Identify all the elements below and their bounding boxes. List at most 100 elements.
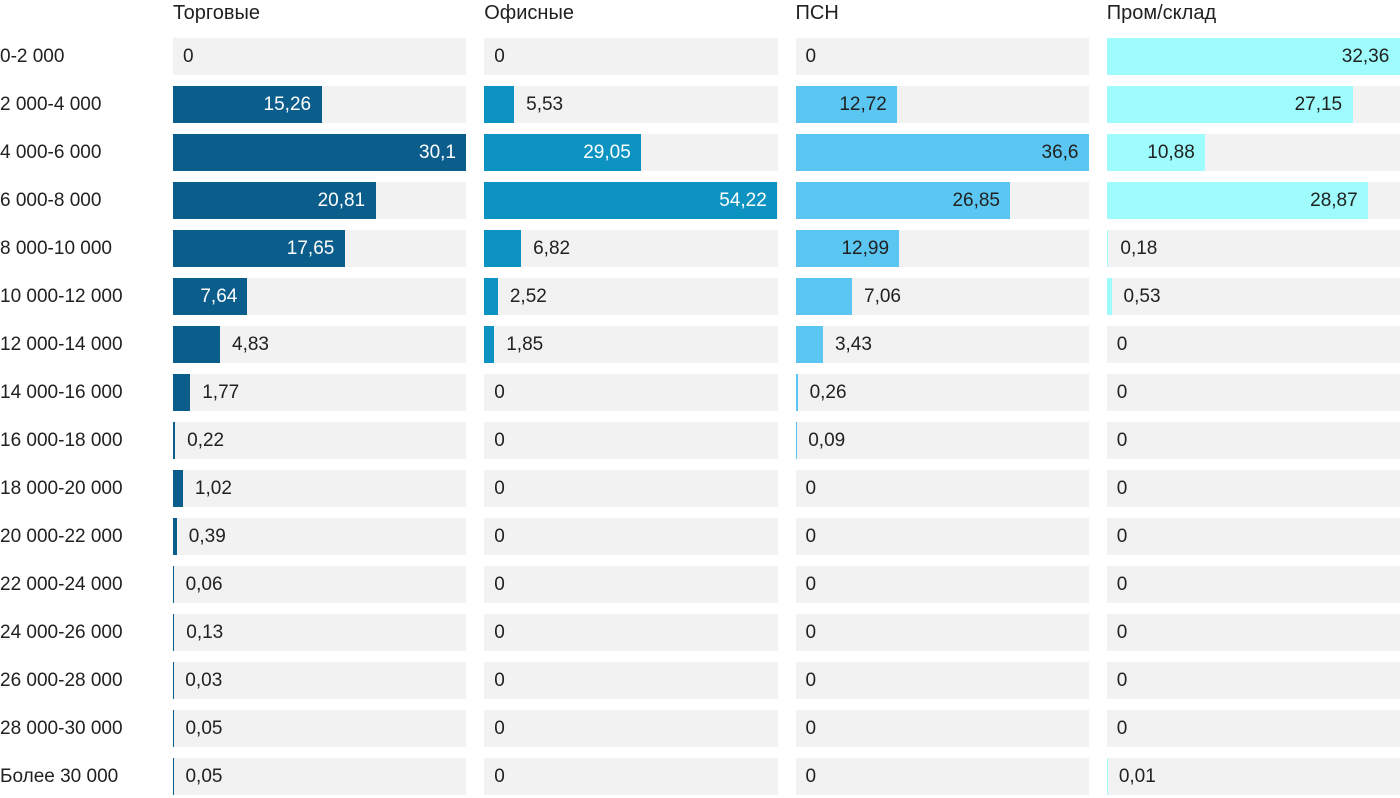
bar-track: 0 bbox=[1106, 710, 1400, 747]
bar-track: 0 bbox=[795, 710, 1089, 747]
bar-track: 0,53 bbox=[1106, 278, 1400, 315]
row-label: 0-2 000 bbox=[0, 45, 65, 67]
bar-track: 0 bbox=[484, 662, 778, 699]
bar bbox=[173, 278, 248, 315]
bar-track: 0 bbox=[484, 758, 778, 795]
bar-track: 0,05 bbox=[173, 758, 467, 795]
row-label: 26 000-28 000 bbox=[0, 669, 123, 691]
bar bbox=[173, 518, 177, 555]
bar bbox=[1106, 278, 1112, 315]
bar bbox=[484, 86, 515, 123]
bar-track: 0 bbox=[795, 38, 1089, 75]
bar-value-label: 0 bbox=[1116, 334, 1128, 355]
bar-track: 15,26 bbox=[173, 86, 467, 123]
bar-track: 36,6 bbox=[795, 134, 1089, 171]
bar bbox=[1106, 134, 1206, 171]
bar bbox=[484, 134, 642, 171]
bar-value-label: 0 bbox=[494, 478, 505, 499]
bar bbox=[795, 422, 797, 459]
row-label-column-header bbox=[0, 0, 155, 38]
bar-track: 0 bbox=[1106, 422, 1400, 459]
bar-value-label: 0 bbox=[1116, 574, 1128, 595]
bar-track: 0 bbox=[1106, 374, 1400, 411]
bar-track: 0 bbox=[795, 566, 1089, 603]
bar bbox=[173, 470, 183, 507]
bar-track: 0 bbox=[1106, 566, 1400, 603]
row-label: 18 000-20 000 bbox=[0, 477, 123, 499]
bar-value-label: 1,85 bbox=[506, 334, 544, 355]
bar-value-label: 1,77 bbox=[202, 382, 240, 403]
bar-value-label: 6,82 bbox=[533, 238, 571, 259]
bar-value-label: 0 bbox=[805, 574, 817, 595]
column-header-ofisnye: Офисные bbox=[484, 2, 574, 24]
row-label: 6 000-8 000 bbox=[0, 189, 102, 211]
bar-track: 0 bbox=[484, 614, 778, 651]
bar-value-label: 0 bbox=[494, 526, 505, 547]
bar-track: 12,72 bbox=[795, 86, 1089, 123]
bar-track: 0 bbox=[1106, 518, 1400, 555]
bar bbox=[484, 278, 498, 315]
row-label: 4 000-6 000 bbox=[0, 141, 102, 163]
bar-value-label: 0 bbox=[805, 670, 817, 691]
bar-value-label: 0 bbox=[494, 46, 505, 67]
bar-value-label: 0 bbox=[183, 46, 194, 67]
bar-value-label: 0,06 bbox=[185, 574, 223, 595]
bar-value-label: 3,43 bbox=[834, 334, 872, 355]
bar bbox=[795, 230, 900, 267]
bar-track: 1,02 bbox=[173, 470, 467, 507]
bar-value-label: 32,36 bbox=[1341, 46, 1390, 67]
bar-track: 0,26 bbox=[795, 374, 1089, 411]
bar-track: 1,85 bbox=[484, 326, 778, 363]
bar-track: 0 bbox=[795, 662, 1089, 699]
bar-track: 0 bbox=[795, 614, 1089, 651]
bar-value-label: 54,22 bbox=[719, 190, 767, 211]
bar-track: 0,09 bbox=[795, 422, 1089, 459]
bar-track: 0 bbox=[1106, 662, 1400, 699]
bar-value-label: 0 bbox=[1116, 670, 1128, 691]
bar-value-label: 0 bbox=[805, 526, 817, 547]
row-label: 24 000-26 000 bbox=[0, 621, 123, 643]
bar-track: 0 bbox=[173, 38, 467, 75]
bar-value-label: 0 bbox=[1116, 526, 1128, 547]
bar-track: 30,1 bbox=[173, 134, 467, 171]
bar-track: 0,22 bbox=[173, 422, 467, 459]
bar-track: 0,01 bbox=[1106, 758, 1400, 795]
bar-value-label: 0 bbox=[805, 718, 817, 739]
bar-track: 27,15 bbox=[1106, 86, 1400, 123]
bar-value-label: 0 bbox=[494, 622, 505, 643]
bar-track: 0,39 bbox=[173, 518, 467, 555]
bar-track: 17,65 bbox=[173, 230, 467, 267]
bar-track: 28,87 bbox=[1106, 182, 1400, 219]
row-label: 28 000-30 000 bbox=[0, 717, 123, 739]
bar bbox=[173, 230, 345, 267]
row-label: 10 000-12 000 bbox=[0, 285, 123, 307]
bar-value-label: 0,18 bbox=[1120, 238, 1158, 259]
column-header-torgovye: Торговые bbox=[173, 2, 261, 24]
bar-value-label: 0 bbox=[1116, 478, 1128, 499]
bar-track: 0 bbox=[484, 470, 778, 507]
bar-track: 0 bbox=[484, 422, 778, 459]
bar bbox=[173, 566, 174, 603]
bar-value-label: 0,09 bbox=[808, 430, 846, 451]
bar-value-label: 15,26 bbox=[263, 94, 312, 115]
bar-value-label: 30,1 bbox=[419, 142, 456, 163]
bar-track: 4,83 bbox=[173, 326, 467, 363]
bar-value-label: 0 bbox=[1116, 430, 1128, 451]
bar-value-label: 7,64 bbox=[200, 286, 238, 307]
bar-value-label: 0,03 bbox=[185, 670, 223, 691]
row-label: 8 000-10 000 bbox=[0, 237, 112, 259]
bar-value-label: 0 bbox=[494, 670, 505, 691]
bar bbox=[1106, 182, 1369, 219]
bar-track: 0 bbox=[1106, 470, 1400, 507]
bar bbox=[173, 374, 191, 411]
bar-value-label: 0,05 bbox=[185, 766, 223, 787]
bar-track: 1,77 bbox=[173, 374, 467, 411]
bar-value-label: 26,85 bbox=[952, 190, 1000, 211]
bar-track: 0,13 bbox=[173, 614, 467, 651]
bar-value-label: 0 bbox=[494, 382, 505, 403]
bar-value-label: 0,05 bbox=[185, 718, 223, 739]
row-label: Более 30 000 bbox=[0, 765, 119, 787]
bar-track: 0 bbox=[1106, 326, 1400, 363]
bar bbox=[795, 278, 853, 315]
bar bbox=[484, 230, 522, 267]
